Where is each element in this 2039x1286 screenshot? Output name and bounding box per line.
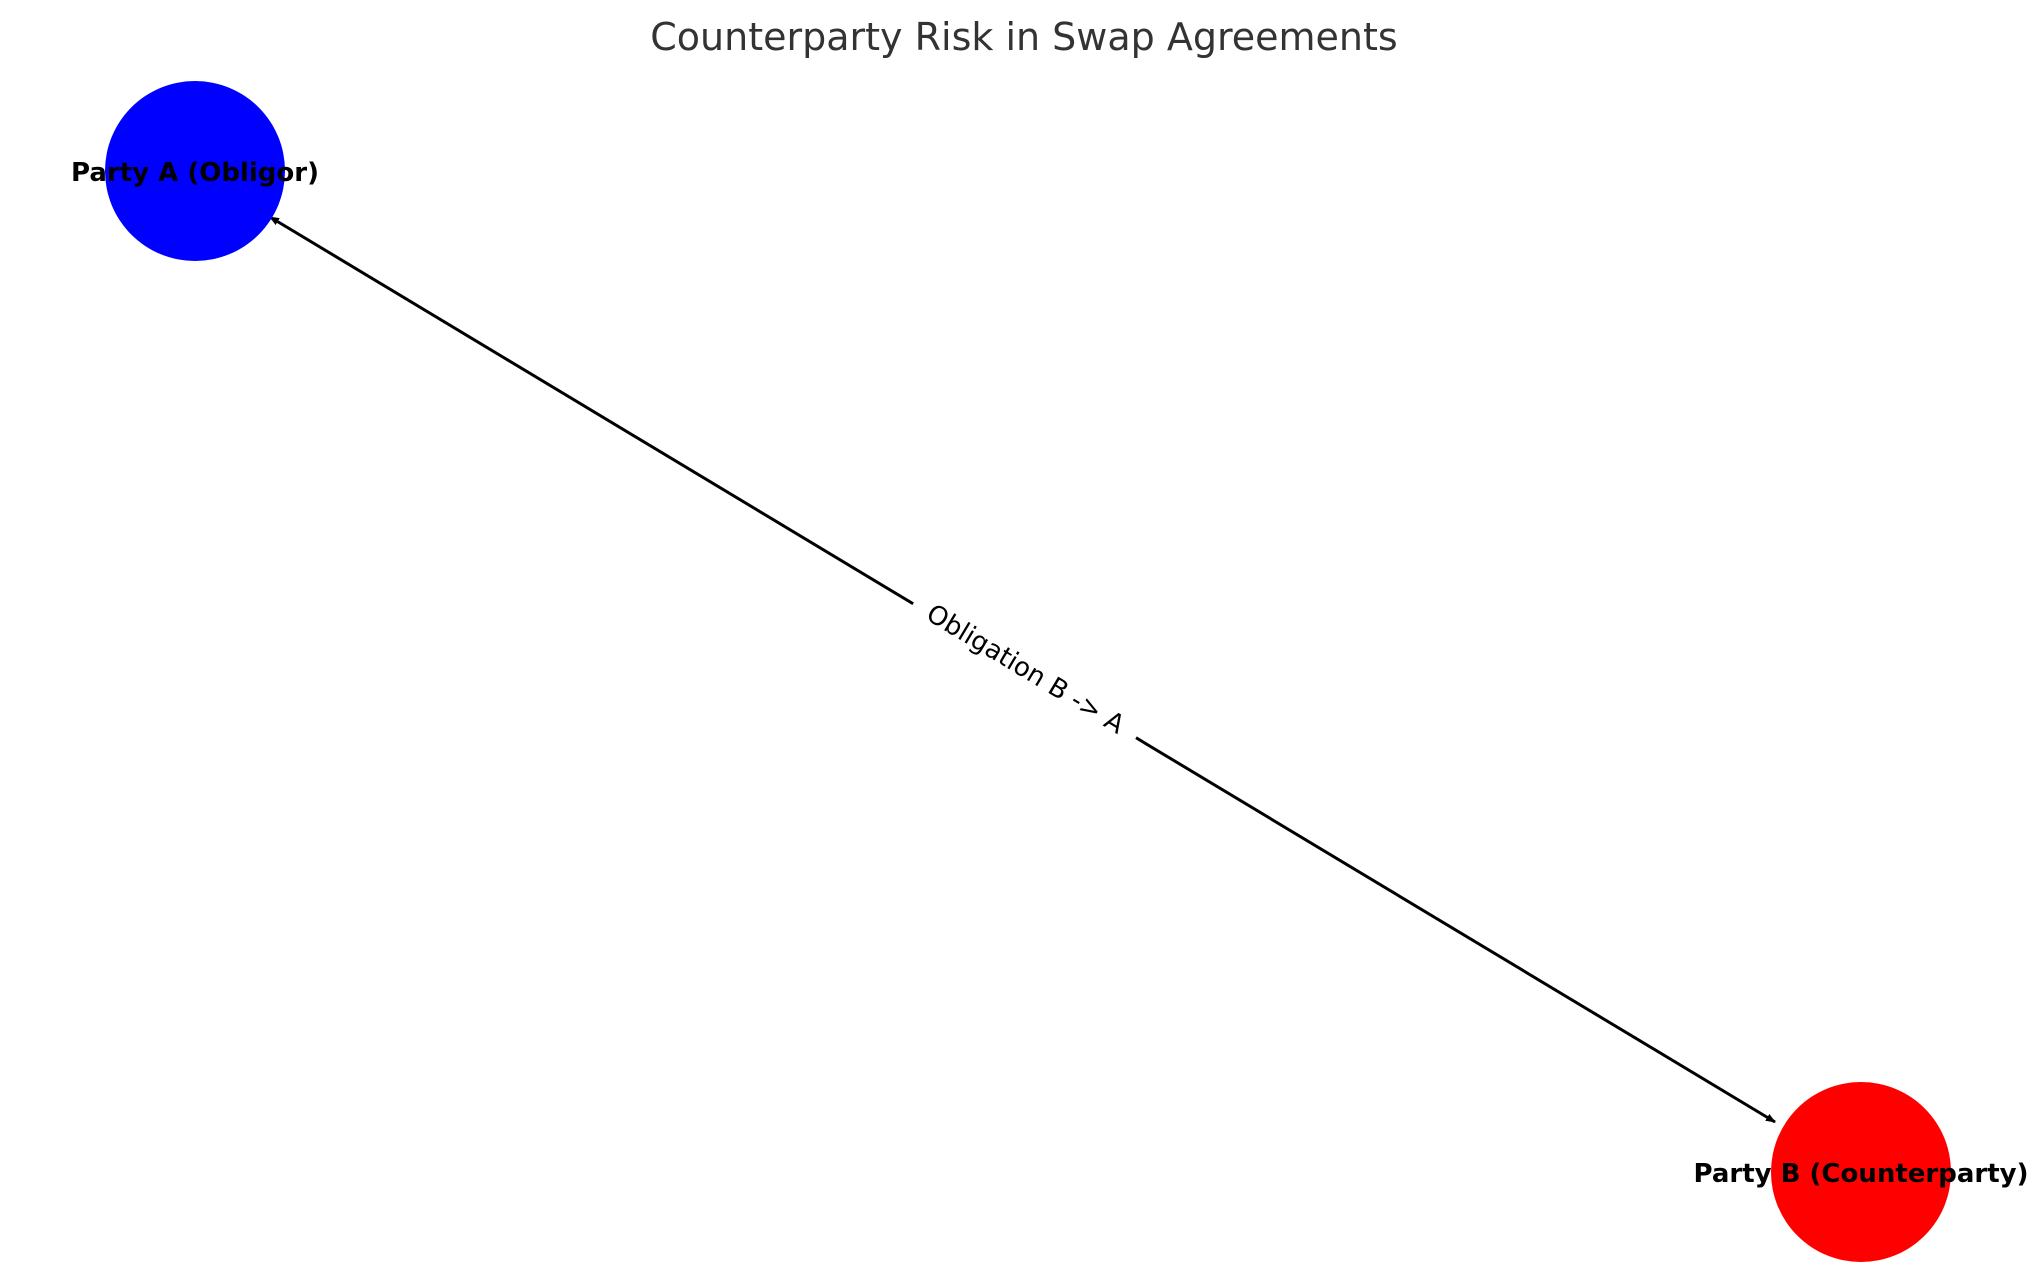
node-party-a-label: Party A (Obligor) <box>71 158 319 188</box>
node-party-a: Party A (Obligor) <box>71 81 319 261</box>
node-party-b: Party B (Counterparty) <box>1694 1082 2029 1262</box>
node-party-b-label: Party B (Counterparty) <box>1694 1159 2029 1189</box>
edge-label-background <box>903 582 1149 755</box>
edge-obligation: Obligation B -> A <box>269 215 1776 1124</box>
edge-label: Obligation B -> A <box>921 599 1130 741</box>
node-party-a-circle <box>105 81 285 261</box>
diagram-title: Counterparty Risk in Swap Agreements <box>650 15 1397 59</box>
node-party-b-circle <box>1771 1082 1951 1262</box>
